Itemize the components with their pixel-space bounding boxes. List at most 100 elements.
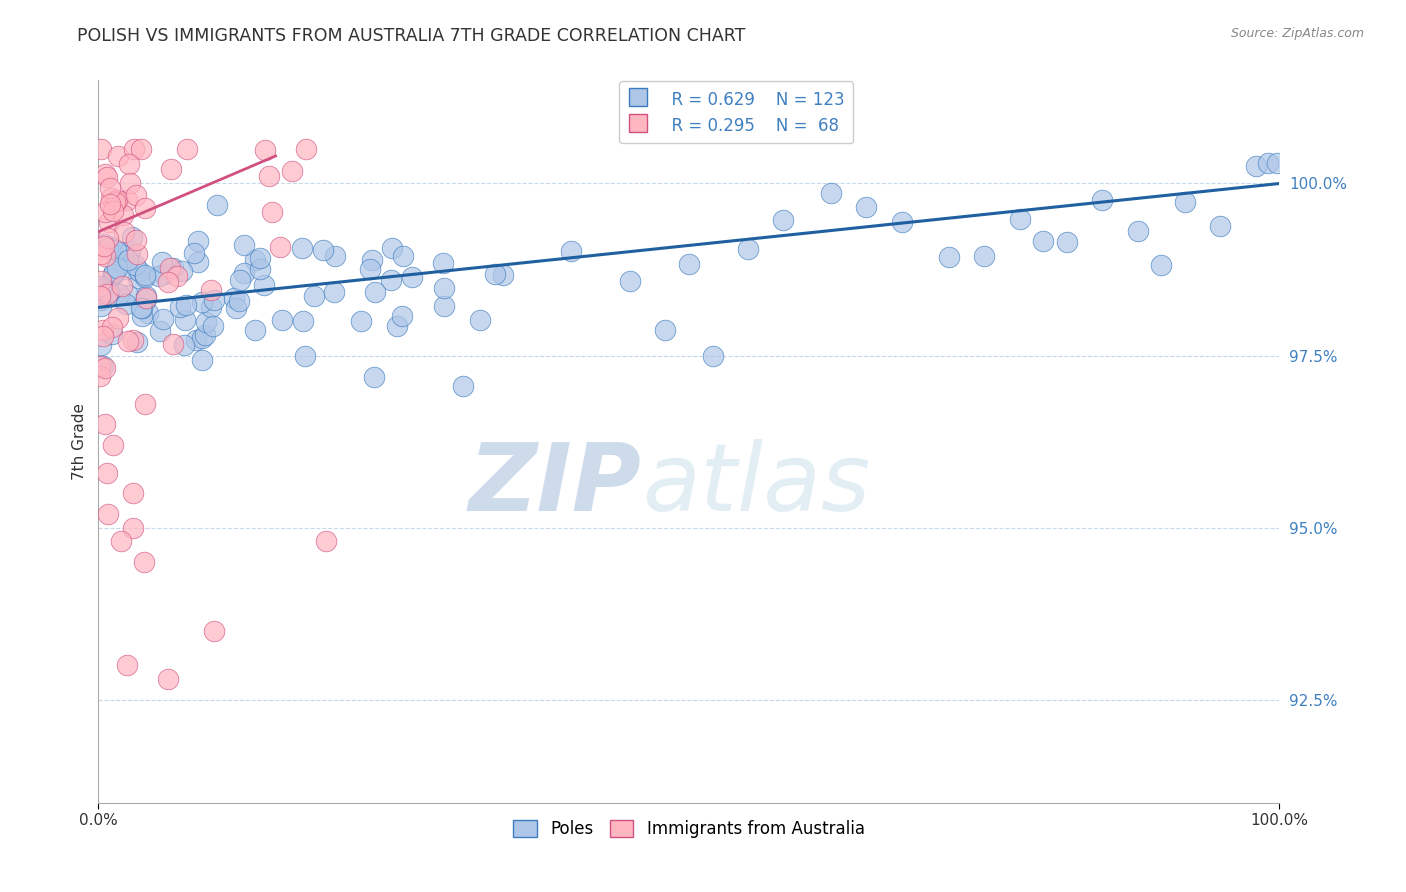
Point bbox=[973, 249, 995, 263]
Text: atlas: atlas bbox=[641, 440, 870, 531]
Point bbox=[90, 142, 112, 156]
Point bbox=[233, 266, 256, 280]
Point bbox=[122, 520, 145, 534]
Point bbox=[93, 167, 115, 181]
Point bbox=[560, 244, 582, 259]
Point bbox=[270, 313, 292, 327]
Point bbox=[152, 311, 174, 326]
Point bbox=[115, 261, 138, 276]
Point bbox=[363, 370, 385, 384]
Point bbox=[121, 230, 143, 244]
Point bbox=[855, 200, 877, 214]
Point bbox=[323, 249, 346, 263]
Point bbox=[174, 312, 197, 326]
Point bbox=[249, 261, 271, 276]
Point bbox=[94, 417, 117, 432]
Point bbox=[148, 324, 170, 338]
Point bbox=[101, 438, 124, 452]
Point bbox=[232, 238, 254, 252]
Point bbox=[105, 194, 128, 208]
Point bbox=[186, 254, 208, 268]
Point bbox=[259, 169, 281, 183]
Point bbox=[118, 156, 141, 170]
Point bbox=[89, 289, 111, 303]
Point bbox=[654, 322, 676, 336]
Point bbox=[243, 253, 266, 268]
Point bbox=[194, 327, 217, 342]
Point bbox=[820, 186, 842, 201]
Point bbox=[1150, 258, 1173, 272]
Point bbox=[323, 285, 346, 300]
Point bbox=[98, 181, 121, 195]
Text: ZIP: ZIP bbox=[468, 439, 641, 531]
Point bbox=[120, 176, 142, 190]
Point bbox=[129, 301, 152, 315]
Point bbox=[89, 359, 111, 374]
Point bbox=[122, 142, 145, 156]
Point bbox=[1174, 194, 1197, 209]
Point bbox=[101, 204, 124, 219]
Point bbox=[112, 225, 135, 239]
Point bbox=[1257, 156, 1279, 170]
Point bbox=[468, 313, 491, 327]
Point bbox=[110, 534, 132, 549]
Point bbox=[702, 349, 724, 363]
Point bbox=[243, 323, 266, 337]
Point bbox=[380, 273, 402, 287]
Point bbox=[363, 285, 385, 300]
Point bbox=[89, 369, 111, 384]
Point bbox=[253, 277, 276, 292]
Point bbox=[97, 241, 120, 255]
Point bbox=[187, 234, 209, 248]
Point bbox=[117, 334, 139, 348]
Point bbox=[100, 191, 122, 205]
Point bbox=[391, 309, 413, 323]
Point bbox=[117, 288, 139, 302]
Point bbox=[100, 319, 122, 334]
Point bbox=[131, 310, 153, 324]
Point bbox=[132, 555, 155, 569]
Point bbox=[93, 237, 115, 252]
Point bbox=[124, 259, 146, 273]
Point bbox=[678, 257, 700, 271]
Point bbox=[136, 306, 159, 320]
Point bbox=[91, 323, 114, 337]
Point bbox=[97, 230, 120, 244]
Point bbox=[222, 291, 245, 305]
Point bbox=[619, 274, 641, 288]
Point bbox=[157, 672, 180, 686]
Point bbox=[772, 213, 794, 227]
Point bbox=[90, 247, 112, 261]
Point bbox=[315, 534, 337, 549]
Point bbox=[134, 268, 156, 283]
Point bbox=[150, 255, 173, 269]
Point bbox=[90, 282, 112, 296]
Point bbox=[281, 164, 304, 178]
Point bbox=[107, 149, 129, 163]
Point bbox=[94, 360, 117, 375]
Point bbox=[170, 263, 193, 277]
Point bbox=[91, 329, 114, 343]
Point bbox=[291, 240, 314, 254]
Point bbox=[184, 333, 207, 347]
Point bbox=[121, 486, 143, 500]
Point bbox=[110, 278, 132, 293]
Point bbox=[194, 315, 217, 329]
Point bbox=[484, 267, 506, 281]
Point bbox=[433, 281, 456, 295]
Point bbox=[129, 142, 152, 156]
Point bbox=[1091, 194, 1114, 208]
Y-axis label: 7th Grade: 7th Grade bbox=[72, 403, 87, 480]
Point bbox=[96, 170, 118, 185]
Point bbox=[93, 239, 115, 253]
Point bbox=[269, 239, 291, 253]
Point bbox=[105, 194, 128, 209]
Point bbox=[90, 338, 112, 352]
Point bbox=[117, 253, 139, 268]
Point bbox=[94, 204, 117, 219]
Point bbox=[98, 285, 121, 299]
Point bbox=[97, 214, 120, 228]
Point bbox=[359, 261, 381, 276]
Point bbox=[176, 142, 198, 156]
Point bbox=[292, 314, 315, 328]
